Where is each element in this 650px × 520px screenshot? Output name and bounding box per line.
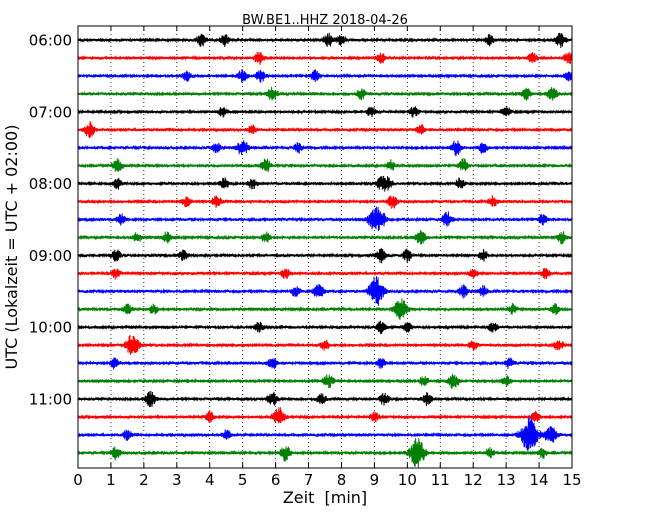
trace-line bbox=[77, 417, 573, 451]
trace-line bbox=[77, 247, 573, 264]
trace-line bbox=[77, 276, 573, 306]
trace-line bbox=[77, 268, 573, 280]
x-tick-label: 8 bbox=[337, 471, 347, 489]
y-tick-label: 11:00 bbox=[29, 391, 72, 409]
trace-line bbox=[77, 175, 573, 192]
trace-line bbox=[77, 407, 573, 424]
trace-line bbox=[77, 438, 573, 468]
chart-title: BW.BE1..HHZ 2018-04-26 bbox=[242, 13, 408, 28]
x-tick-label: 10 bbox=[398, 471, 417, 489]
x-axis: 0 1 2 3 4 5 6 7 8 9 10 11 12 13 14 15 bbox=[73, 26, 582, 489]
x-tick-label: 12 bbox=[464, 471, 483, 489]
trace-line bbox=[77, 373, 573, 389]
y-tick-label: 10:00 bbox=[29, 319, 72, 337]
trace-line bbox=[77, 206, 573, 232]
x-tick-label: 0 bbox=[73, 471, 83, 489]
trace-line bbox=[77, 320, 573, 335]
trace-line bbox=[77, 357, 573, 370]
trace-line bbox=[77, 68, 573, 83]
x-tick-label: 5 bbox=[238, 471, 248, 489]
trace-line bbox=[77, 390, 573, 408]
x-tick-label: 9 bbox=[370, 471, 380, 489]
x-tick-label: 2 bbox=[139, 471, 149, 489]
trace-line bbox=[77, 51, 573, 65]
x-tick-label: 7 bbox=[304, 471, 314, 489]
y-axis-label: UTC (Lokalzeit = UTC + 02:00) bbox=[2, 125, 21, 370]
x-tick-label: 4 bbox=[205, 471, 215, 489]
y-tick-label: 09:00 bbox=[29, 247, 72, 265]
trace-line bbox=[77, 230, 573, 245]
x-axis-label: Zeit [min] bbox=[283, 488, 367, 507]
x-tick-label: 15 bbox=[562, 471, 581, 489]
x-tick-label: 3 bbox=[172, 471, 182, 489]
x-tick-label: 13 bbox=[497, 471, 516, 489]
plot-frame bbox=[77, 25, 573, 469]
trace-group bbox=[77, 32, 573, 468]
grid-lines bbox=[110, 26, 540, 468]
x-tick-label: 1 bbox=[106, 471, 116, 489]
trace-line bbox=[77, 121, 573, 139]
trace-line bbox=[77, 298, 573, 320]
y-tick-label: 08:00 bbox=[29, 175, 72, 193]
y-tick-label: 07:00 bbox=[29, 103, 72, 121]
trace-line bbox=[77, 105, 573, 118]
trace-line bbox=[77, 334, 573, 355]
trace-line bbox=[77, 195, 573, 209]
trace-line bbox=[77, 86, 573, 101]
x-tick-label: 11 bbox=[431, 471, 450, 489]
y-tick-label: 06:00 bbox=[29, 32, 72, 50]
trace-line bbox=[77, 158, 573, 173]
y-axis: 06:00 07:00 08:00 09:00 10:00 11:00 bbox=[29, 32, 572, 409]
x-tick-label: 6 bbox=[271, 471, 281, 489]
x-tick-label: 14 bbox=[530, 471, 549, 489]
trace-line bbox=[77, 32, 573, 48]
trace-line bbox=[77, 140, 573, 157]
